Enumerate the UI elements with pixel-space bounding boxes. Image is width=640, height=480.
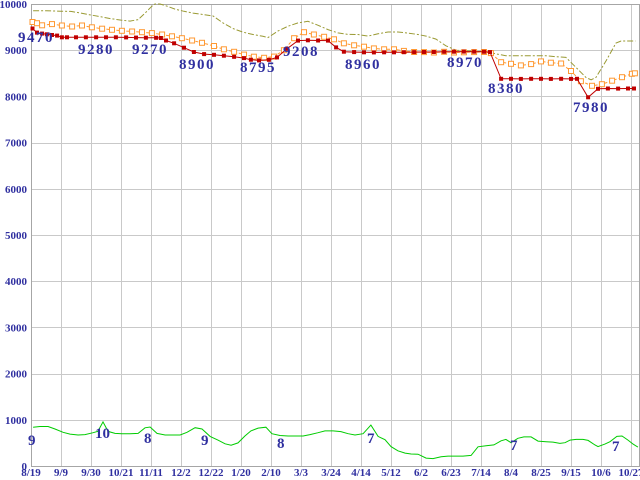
x-tick-label: 2/10 — [261, 467, 281, 479]
x-tick-label: 8/25 — [531, 467, 551, 479]
green-value-callout: 7 — [612, 439, 620, 455]
green-value-callout: 8 — [277, 436, 285, 452]
value-callout: 9208 — [283, 44, 319, 60]
y-tick-label: 0 — [22, 461, 28, 473]
value-callouts: 9470 9280 9270 8900 8795 9208 8960 8970 8380 7980 — [18, 30, 609, 116]
lower-count-line — [33, 420, 639, 460]
y-tick-label: 3000 — [5, 322, 28, 334]
x-tick-label: 3/24 — [321, 467, 341, 479]
y-tick-label: 7000 — [5, 138, 28, 150]
y-axis-labels: 0 1000 2000 3000 4000 5000 6000 7000 8000 9000 100… — [0, 0, 28, 473]
y-tick-label: 4000 — [5, 276, 28, 288]
green-value-callout: 8 — [144, 431, 152, 447]
trend-line-markers — [29, 19, 638, 89]
y-tick-label: 6000 — [5, 184, 28, 196]
green-value-callout: 9 — [201, 433, 209, 449]
y-tick-label: 10000 — [0, 0, 28, 11]
x-tick-label: 11/11 — [139, 467, 163, 479]
value-callout: 9470 — [18, 30, 54, 46]
y-tick-label: 5000 — [5, 230, 28, 242]
x-tick-label: 4/14 — [351, 467, 371, 479]
value-callout: 9270 — [132, 42, 168, 58]
green-value-callout: 7 — [510, 438, 518, 454]
x-tick-label: 10/27 — [618, 467, 640, 479]
x-axis-labels: 8/19 9/9 9/30 10/21 11/11 12/2 12/22 1/20 2/10 3/… — [21, 467, 640, 479]
main-value-line-markers — [30, 26, 636, 100]
y-tick-label: 9000 — [5, 45, 28, 57]
green-value-callout: 10 — [95, 426, 110, 442]
value-callout: 9280 — [78, 42, 114, 58]
value-callout: 7980 — [573, 100, 609, 116]
x-tick-label: 9/15 — [561, 467, 581, 479]
value-callout: 8900 — [179, 57, 215, 73]
value-callout: 8380 — [488, 81, 524, 97]
y-tick-label: 8000 — [5, 91, 28, 103]
x-tick-label: 1/20 — [231, 467, 251, 479]
x-tick-label: 8/19 — [21, 467, 41, 479]
value-callout: 8970 — [447, 55, 483, 71]
green-callouts: 9 10 8 9 8 7 7 7 — [28, 426, 620, 455]
x-tick-label: 9/9 — [54, 467, 69, 479]
x-tick-label: 9/30 — [81, 467, 101, 479]
x-tick-label: 5/12 — [381, 467, 401, 479]
upper-band-line — [33, 3, 636, 81]
y-tick-label: 2000 — [5, 369, 28, 381]
x-tick-label: 8/4 — [504, 467, 519, 479]
value-callout: 8960 — [345, 57, 381, 73]
x-tick-label: 3/3 — [294, 467, 309, 479]
x-tick-label: 10/21 — [108, 467, 133, 479]
x-tick-label: 6/2 — [414, 467, 429, 479]
x-tick-label: 10/6 — [591, 467, 611, 479]
x-tick-label: 6/23 — [441, 467, 461, 479]
green-value-callout: 9 — [28, 433, 36, 449]
value-callout: 8795 — [240, 60, 276, 76]
x-tick-label: 12/22 — [198, 467, 224, 479]
x-tick-label: 12/2 — [171, 467, 191, 479]
x-tick-label: 7/14 — [471, 467, 491, 479]
y-tick-label: 1000 — [5, 415, 28, 427]
green-value-callout: 7 — [367, 431, 375, 447]
gridlines — [31, 4, 639, 467]
